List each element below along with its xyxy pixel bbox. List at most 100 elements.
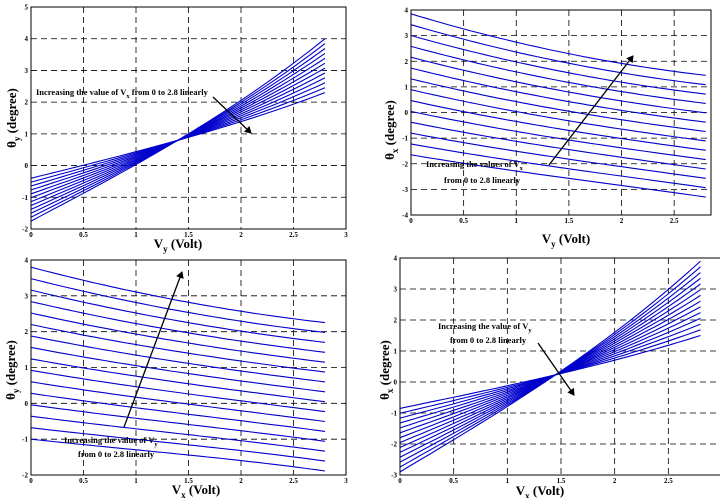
annotation-text: Increasing the value of Vy	[64, 435, 158, 448]
y-tick-label: 2	[405, 58, 409, 66]
x-tick-label: 0	[29, 231, 33, 239]
y-tick-label: -2	[391, 441, 397, 449]
series-line-14	[30, 415, 326, 452]
x-tick-label: 2.5	[670, 217, 679, 225]
series-line-10	[410, 110, 706, 161]
y-tick-label: 4	[25, 257, 29, 265]
annotation-text: from 0 to 2.8 linearly	[450, 335, 527, 345]
series-line-1	[399, 260, 701, 473]
x-tick-label: 2.5	[289, 477, 298, 485]
x-tick-label: 1.5	[557, 477, 566, 485]
series-line-6	[410, 67, 706, 123]
x-tick-label: 0.5	[79, 231, 88, 239]
x-tick-label: 2	[613, 477, 617, 485]
x-tick-label: 0.5	[79, 477, 88, 485]
series-line-10	[30, 369, 326, 413]
series-line-1	[30, 266, 326, 324]
y-tick-label: -1	[22, 194, 28, 202]
y-tick-label: -1	[402, 135, 408, 143]
y-tick-label: 0	[394, 379, 398, 387]
y-tick-label: 0	[25, 162, 29, 170]
x-tick-label: 3	[344, 231, 348, 239]
x-tick-label: 2.5	[664, 477, 673, 485]
y-axis-label: θx (degree)	[377, 340, 395, 400]
series-line-13	[410, 143, 706, 189]
x-tick-label: 0.5	[459, 217, 468, 225]
series-line-12	[30, 392, 326, 432]
y-tick-label: 0	[25, 400, 29, 408]
y-tick-label: 2	[25, 99, 29, 107]
axes-box	[30, 259, 347, 476]
chart-panel-3: 0 0.5 1 1.5 2 2.5 3 -2 -1 0 1 2 3 4 Vx (Volt) θy (degre…	[3, 257, 348, 498]
x-tick-label: 2	[239, 477, 243, 485]
x-tick-label: 3	[344, 477, 348, 485]
series-line-4	[30, 301, 326, 353]
series-line-1	[410, 13, 706, 76]
x-tick-label: 0	[409, 217, 413, 225]
y-tick-label: 4	[394, 255, 398, 263]
y-tick-label: 3	[25, 67, 29, 75]
x-tick-label: 0	[29, 477, 33, 485]
x-tick-label: 1	[506, 477, 510, 485]
annotation-arrow	[123, 271, 184, 428]
y-tick-label: 3	[394, 286, 398, 294]
y-tick-label: 4	[25, 35, 29, 43]
y-tick-label: 3	[25, 292, 29, 300]
y-axis-label: θy (degree)	[3, 340, 21, 400]
series-line-2	[30, 43, 326, 218]
y-tick-label: -4	[402, 212, 408, 220]
series-line-4	[30, 52, 326, 210]
axes-box	[30, 6, 347, 230]
y-tick-label: -2	[22, 226, 28, 234]
series-line-8	[410, 89, 706, 142]
x-tick-label: 2	[620, 217, 624, 225]
y-tick-label: 1	[405, 83, 409, 91]
y-tick-label: -2	[22, 472, 28, 480]
y-tick-label: 1	[25, 364, 29, 372]
y-tick-label: 3	[405, 32, 409, 40]
series-line-14	[410, 154, 706, 198]
y-tick-label: 0	[405, 109, 409, 117]
chart-panel-1: 0 0.5 1 1.5 2 2.5 3 -2 -1 0 1 2 3 4 5 Vy (Volt) θy (degr…	[4, 4, 348, 255]
series-line-6	[30, 323, 326, 373]
series-line-11	[410, 121, 706, 170]
series-line-7	[30, 335, 326, 383]
x-axis-label: Vy (Volt)	[154, 236, 202, 254]
y-tick-label: 2	[25, 328, 29, 336]
x-axis-label: Vx (Volt)	[516, 483, 564, 498]
y-tick-label: -3	[402, 186, 408, 194]
series-line-15	[30, 427, 326, 462]
annotation-text: Increasing the value of Vy	[438, 321, 532, 334]
annotation-text: Increasing the value of Vx from 0 to 2.8…	[36, 87, 209, 100]
x-tick-label: 1.5	[184, 477, 193, 485]
annotation-text: Increasing the values of Vx	[426, 159, 524, 172]
series-line-3	[30, 289, 326, 343]
series-line-13	[399, 329, 701, 414]
x-tick-label: 1	[515, 217, 519, 225]
annotation-arrow	[537, 342, 575, 396]
axes-box	[399, 257, 720, 476]
series-line-8	[30, 346, 326, 393]
x-tick-label: 1	[134, 477, 138, 485]
series-line-1	[30, 38, 326, 222]
y-axis-label: θy (degree)	[4, 88, 22, 148]
series-line-7	[410, 78, 706, 133]
y-tick-label: 1	[25, 130, 29, 138]
y-tick-label: 1	[394, 348, 398, 356]
x-tick-label: 0.5	[449, 477, 458, 485]
series-line-12	[30, 92, 326, 179]
y-tick-label: -1	[391, 410, 397, 418]
x-axis-label: Vy (Volt)	[542, 231, 590, 249]
series-line-9	[30, 358, 326, 403]
series-line-2	[30, 278, 326, 334]
series-line-12	[410, 132, 706, 179]
x-tick-label: 2	[239, 231, 243, 239]
x-axis-label: Vx (Volt)	[172, 482, 220, 498]
x-tick-label: 1.5	[565, 217, 574, 225]
annotation-arrow	[548, 55, 634, 166]
series-line-14	[399, 334, 701, 409]
y-tick-label: 4	[405, 7, 409, 15]
series-line-3	[410, 34, 706, 95]
x-tick-label: 0	[398, 477, 402, 485]
